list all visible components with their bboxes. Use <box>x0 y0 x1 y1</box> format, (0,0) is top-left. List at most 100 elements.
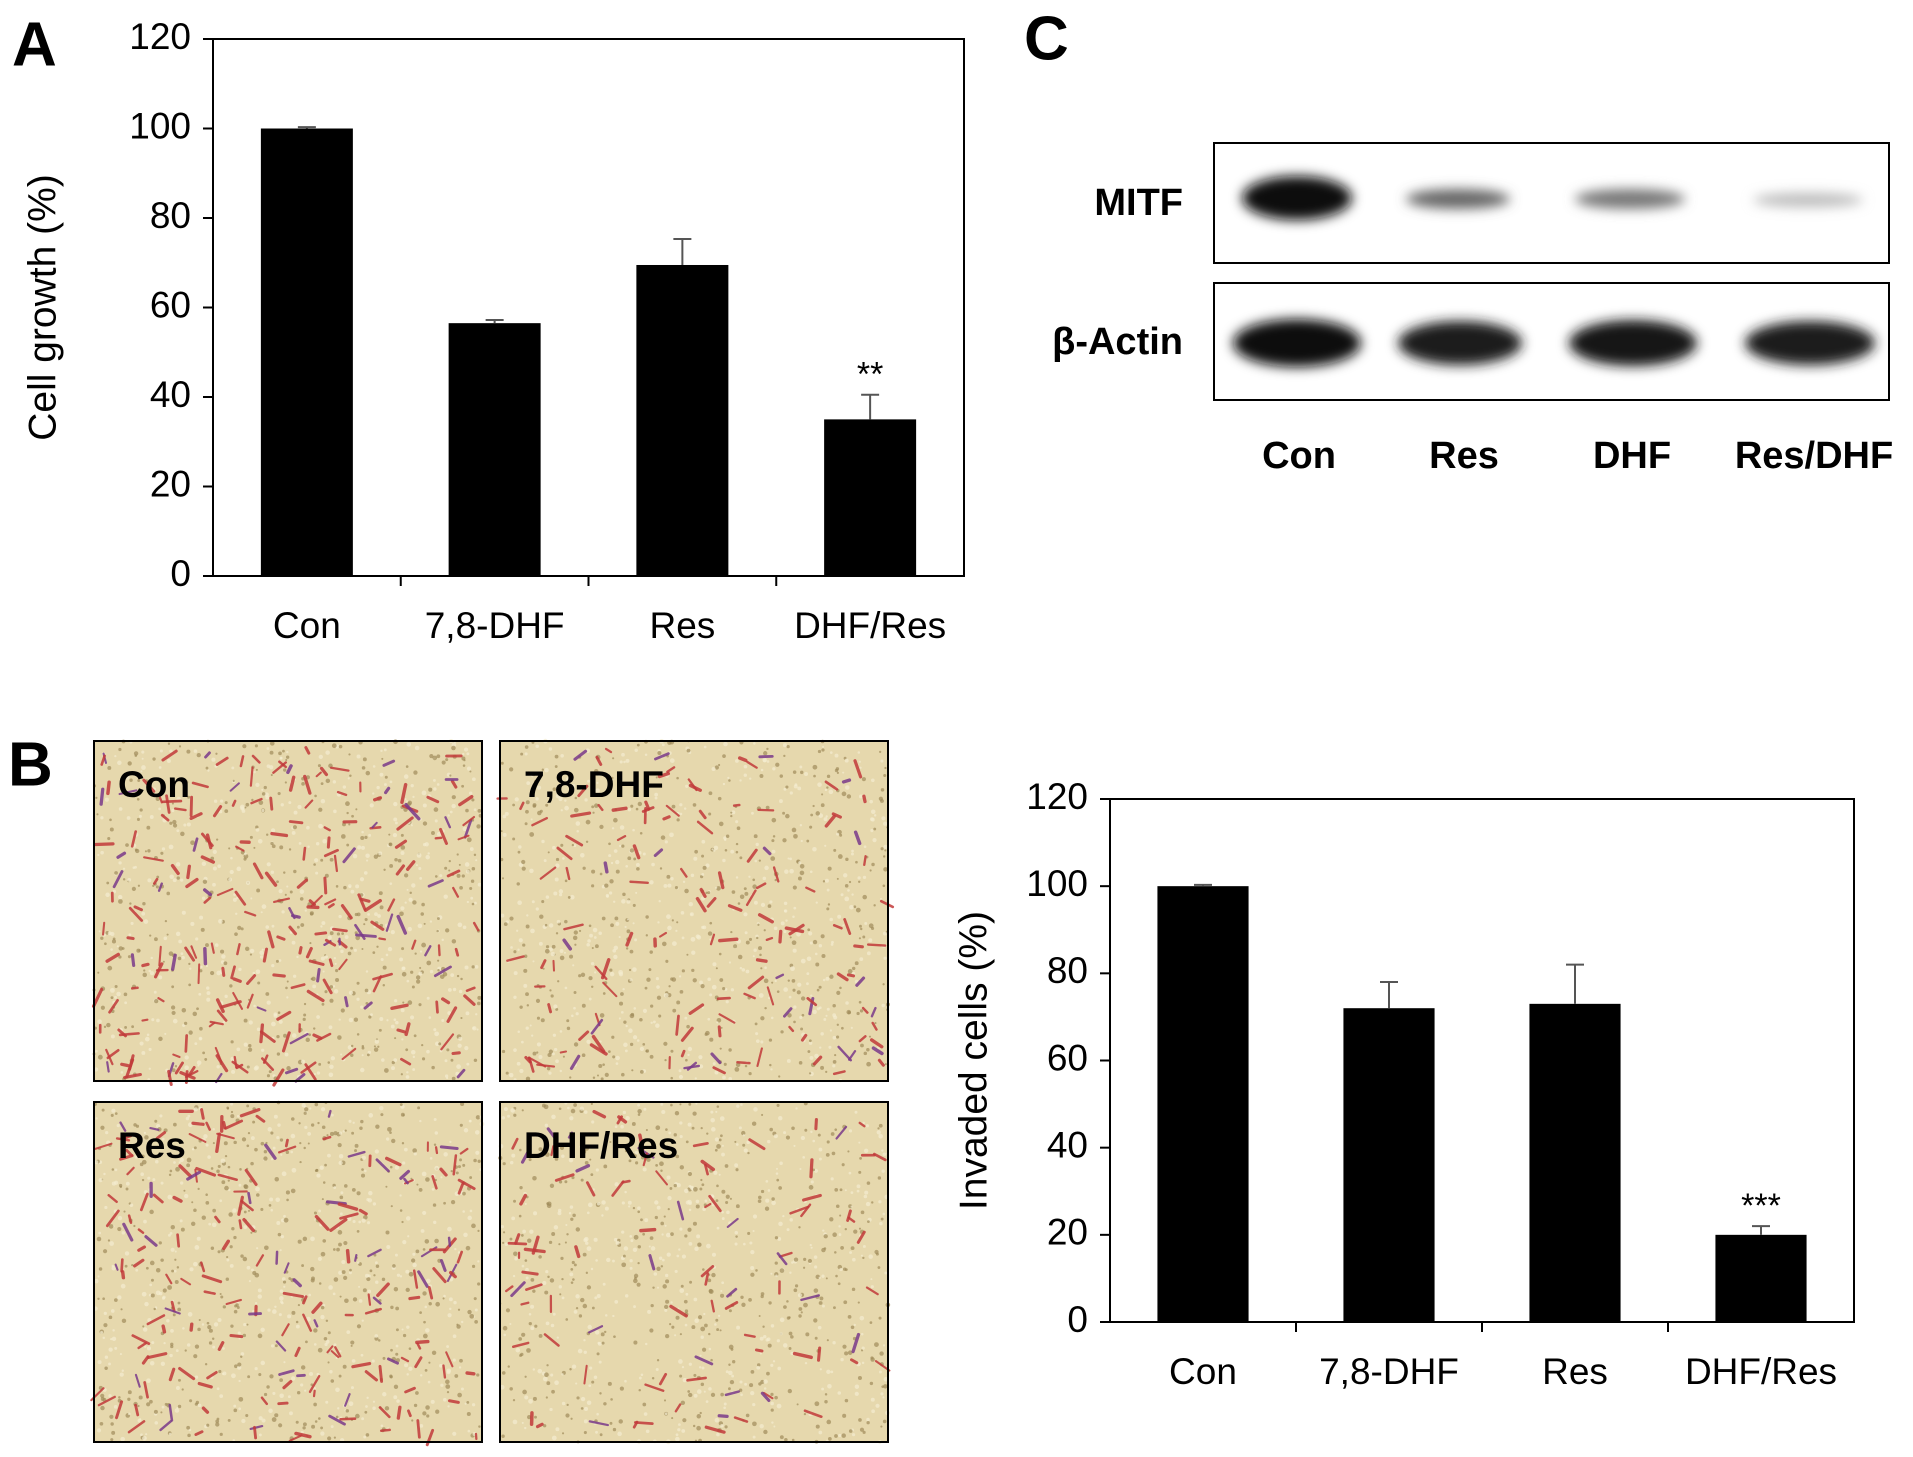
speckle <box>463 1232 468 1238</box>
speckle <box>353 1017 359 1022</box>
stained-cell <box>119 1121 127 1132</box>
speckle <box>110 948 113 951</box>
speckle <box>338 1018 341 1021</box>
speckle <box>728 1363 731 1366</box>
speckle <box>311 1424 316 1429</box>
speckle <box>359 877 365 882</box>
speckle <box>639 1017 643 1022</box>
stained-cell <box>100 754 106 766</box>
micrograph-label: 7,8-DHF <box>524 764 664 805</box>
speckle <box>661 1109 666 1115</box>
speckle <box>241 1418 246 1424</box>
speckle <box>117 1295 122 1300</box>
speckle <box>545 945 550 949</box>
speckle <box>373 1045 376 1048</box>
speckle <box>826 1339 829 1342</box>
speckle <box>281 910 285 914</box>
speckle <box>429 920 433 923</box>
speckle <box>457 922 463 928</box>
stained-cell <box>379 1428 391 1433</box>
stained-cell <box>396 816 414 831</box>
speckle <box>451 803 456 809</box>
speckle <box>413 1403 418 1408</box>
speckle <box>743 1242 746 1246</box>
stained-cell <box>246 993 254 1009</box>
speckle <box>841 1433 846 1438</box>
speckle <box>547 1275 550 1279</box>
speckle <box>759 953 762 957</box>
speckle <box>108 1394 112 1398</box>
speckle <box>144 1301 149 1307</box>
stained-cell <box>130 953 136 968</box>
speckle <box>613 954 618 960</box>
speckle <box>175 1349 179 1353</box>
speckle <box>857 1375 862 1381</box>
lane-label: Con <box>1262 435 1336 477</box>
speckle <box>97 1360 102 1365</box>
speckle <box>516 929 519 932</box>
speckle <box>678 1074 684 1080</box>
speckle <box>521 1421 524 1424</box>
speckle <box>670 1076 674 1080</box>
speckle <box>774 878 777 882</box>
stained-cell <box>674 1403 682 1413</box>
speckle <box>460 977 463 981</box>
speckle <box>691 1325 696 1330</box>
speckle <box>833 1306 836 1310</box>
speckle <box>763 1379 768 1384</box>
stained-cell <box>201 1274 223 1284</box>
stained-cell <box>345 1248 351 1264</box>
speckle <box>135 848 140 854</box>
speckle <box>614 1299 619 1304</box>
speckle <box>465 1011 470 1016</box>
speckle <box>670 977 674 981</box>
speckle <box>856 1184 861 1189</box>
speckle <box>768 1301 772 1305</box>
speckle <box>348 823 351 826</box>
speckle <box>554 754 559 759</box>
speckle <box>565 1223 568 1227</box>
stained-cell <box>439 1145 459 1150</box>
speckle <box>550 1373 554 1377</box>
speckle <box>543 1104 549 1110</box>
speckle <box>501 1371 506 1375</box>
speckle <box>563 951 566 954</box>
speckle <box>261 792 266 796</box>
speckle <box>671 1152 676 1158</box>
speckle <box>808 1039 812 1043</box>
speckle <box>405 1075 410 1079</box>
stained-cell <box>330 1350 340 1359</box>
speckle <box>202 879 208 884</box>
speckle <box>633 1340 638 1345</box>
speckle <box>513 1048 517 1052</box>
speckle <box>323 1337 328 1341</box>
speckle <box>800 996 806 1001</box>
speckle <box>367 1289 372 1294</box>
speckle <box>728 1309 732 1313</box>
stained-cell <box>510 1281 526 1298</box>
speckle <box>721 1144 724 1147</box>
speckle <box>338 1242 342 1247</box>
speckle <box>585 819 591 825</box>
speckle <box>619 844 622 848</box>
speckle <box>832 1060 837 1064</box>
speckle <box>330 1425 334 1429</box>
speckle <box>433 1220 437 1225</box>
speckle <box>589 1158 592 1161</box>
speckle <box>445 758 449 762</box>
speckle <box>723 1406 726 1410</box>
speckle <box>386 1019 389 1022</box>
speckle <box>291 1167 297 1173</box>
speckle <box>446 1345 450 1348</box>
speckle <box>834 753 839 758</box>
y-tick-label: 100 <box>1026 863 1088 904</box>
stained-cell <box>255 1114 266 1123</box>
speckle <box>671 804 676 809</box>
stained-cell <box>329 766 350 772</box>
speckle <box>809 1243 812 1247</box>
speckle <box>250 1231 253 1234</box>
speckle <box>460 1320 464 1324</box>
speckle <box>183 823 187 827</box>
speckle <box>706 1132 709 1135</box>
speckle <box>208 1222 212 1226</box>
